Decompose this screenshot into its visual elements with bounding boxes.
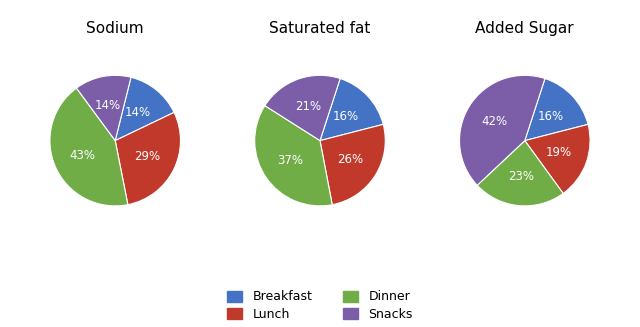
Legend: Breakfast, Lunch, Dinner, Snacks: Breakfast, Lunch, Dinner, Snacks bbox=[227, 290, 413, 321]
Text: 37%: 37% bbox=[277, 154, 303, 167]
Wedge shape bbox=[320, 124, 385, 205]
Wedge shape bbox=[255, 106, 332, 206]
Text: 16%: 16% bbox=[538, 110, 564, 123]
Wedge shape bbox=[525, 124, 590, 194]
Wedge shape bbox=[525, 78, 588, 141]
Text: 42%: 42% bbox=[481, 115, 508, 128]
Text: 23%: 23% bbox=[508, 170, 534, 183]
Title: Sodium: Sodium bbox=[86, 22, 144, 37]
Wedge shape bbox=[320, 78, 383, 141]
Text: 14%: 14% bbox=[95, 99, 122, 112]
Title: Added Sugar: Added Sugar bbox=[476, 22, 574, 37]
Wedge shape bbox=[115, 112, 180, 205]
Text: 14%: 14% bbox=[125, 106, 151, 119]
Wedge shape bbox=[76, 75, 131, 141]
Text: 29%: 29% bbox=[134, 150, 161, 163]
Text: 19%: 19% bbox=[545, 146, 572, 159]
Wedge shape bbox=[460, 75, 545, 185]
Wedge shape bbox=[265, 75, 340, 141]
Wedge shape bbox=[115, 77, 174, 141]
Text: 16%: 16% bbox=[333, 110, 359, 123]
Text: 43%: 43% bbox=[69, 148, 95, 162]
Text: 21%: 21% bbox=[295, 100, 321, 113]
Wedge shape bbox=[50, 88, 128, 206]
Wedge shape bbox=[477, 141, 563, 206]
Text: 26%: 26% bbox=[337, 153, 364, 166]
Title: Saturated fat: Saturated fat bbox=[269, 22, 371, 37]
